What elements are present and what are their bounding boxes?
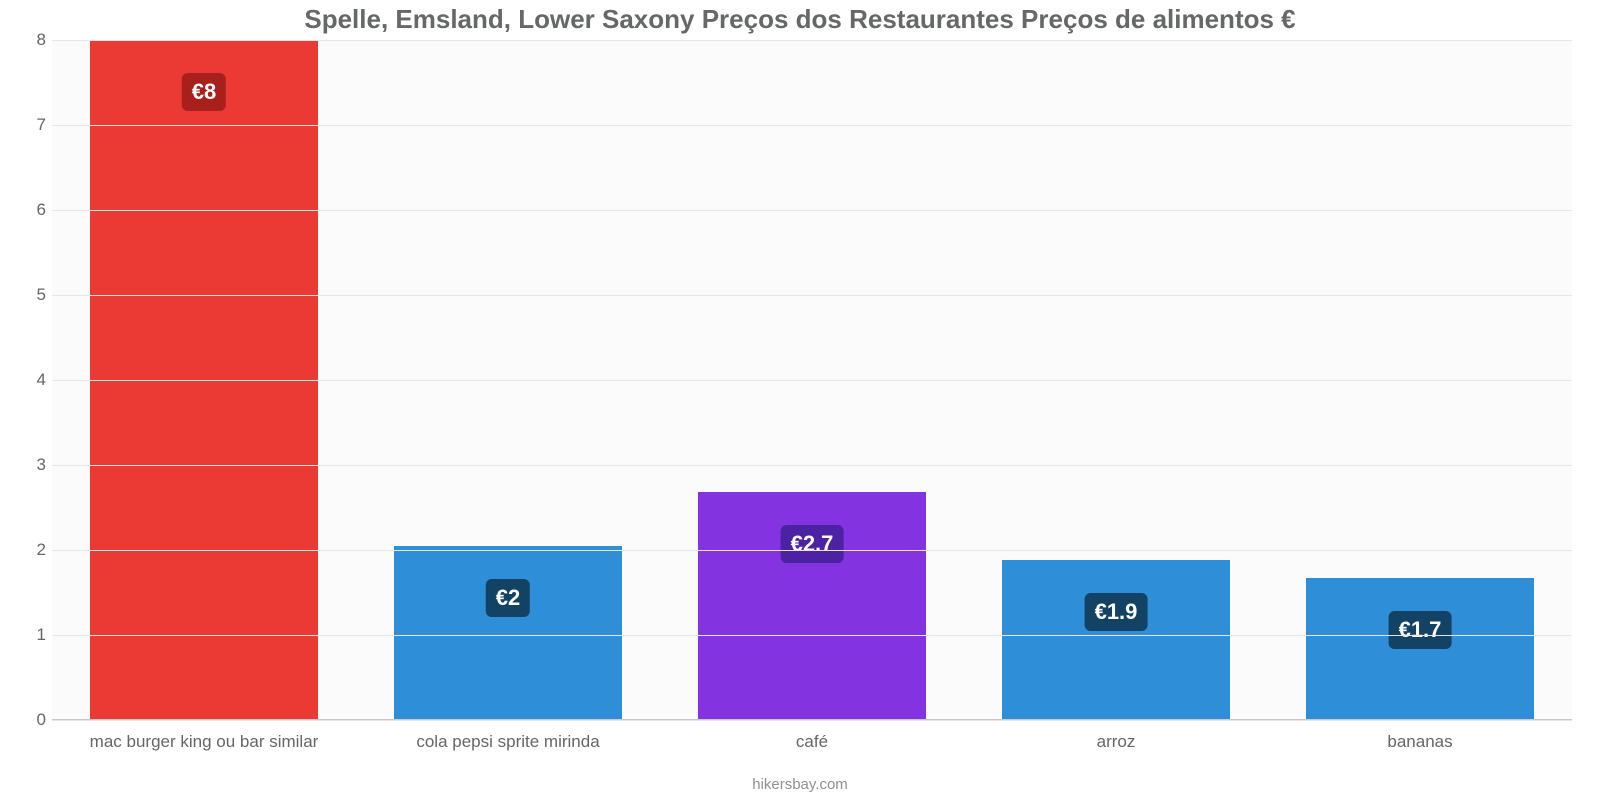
- x-tick-label: arroz: [1097, 732, 1136, 752]
- grid-line: [52, 465, 1572, 466]
- grid-line: [52, 40, 1572, 41]
- grid-line: [52, 210, 1572, 211]
- grid-line: [52, 380, 1572, 381]
- grid-line: [52, 720, 1572, 721]
- y-tick-label: 6: [2, 200, 46, 220]
- chart-credit: hikersbay.com: [0, 776, 1600, 793]
- bar: [394, 546, 622, 720]
- value-badge: €1.9: [1085, 593, 1148, 631]
- grid-line: [52, 125, 1572, 126]
- y-tick-label: 8: [2, 30, 46, 50]
- x-tick-label: bananas: [1387, 732, 1452, 752]
- y-tick-label: 1: [2, 625, 46, 645]
- x-tick-label: cola pepsi sprite mirinda: [416, 732, 599, 752]
- value-badge: €2.7: [781, 525, 844, 563]
- value-badge: €2: [486, 579, 530, 617]
- y-tick-label: 3: [2, 455, 46, 475]
- grid-line: [52, 635, 1572, 636]
- price-bar-chart: Spelle, Emsland, Lower Saxony Preços dos…: [0, 0, 1600, 800]
- grid-line: [52, 295, 1572, 296]
- plot-area: €8mac burger king ou bar similar€2cola p…: [52, 40, 1572, 720]
- grid-line: [52, 550, 1572, 551]
- y-tick-label: 4: [2, 370, 46, 390]
- y-tick-label: 5: [2, 285, 46, 305]
- x-tick-label: mac burger king ou bar similar: [90, 732, 319, 752]
- y-tick-label: 2: [2, 540, 46, 560]
- x-tick-label: café: [796, 732, 828, 752]
- chart-title: Spelle, Emsland, Lower Saxony Preços dos…: [0, 4, 1600, 35]
- y-tick-label: 7: [2, 115, 46, 135]
- value-badge: €1.7: [1389, 611, 1452, 649]
- bar: [1002, 560, 1230, 720]
- y-tick-label: 0: [2, 710, 46, 730]
- value-badge: €8: [182, 73, 226, 111]
